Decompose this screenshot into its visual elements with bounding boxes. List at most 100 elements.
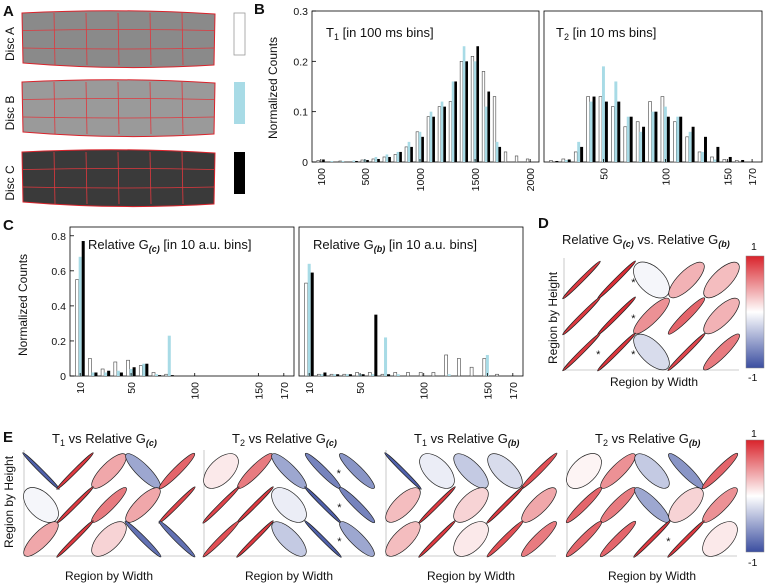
correlation-ellipse [521,521,557,557]
correlation-ellipse [566,453,602,489]
bar [307,263,311,376]
correlation-ellipse [565,486,603,524]
y-tick-label: 0 [60,371,66,383]
x-tick-label: 100 [419,382,431,400]
bar [728,156,732,162]
bar [387,374,391,376]
panel-c-ylabel: Normalized Counts [16,254,30,356]
bar [336,374,340,376]
bar [310,272,314,376]
disc-grid-line [85,81,88,135]
correlation-ellipse [453,521,489,557]
y-tick-label: 0.1 [293,107,308,119]
correlation-ellipse [271,521,307,557]
bar [361,374,365,376]
bar [663,106,667,162]
bar [396,374,400,376]
panel-e-colorbar [745,439,765,553]
bar [170,375,174,376]
significance-star: * [596,349,601,361]
bar [116,370,120,376]
disc-grid-line [53,12,56,66]
bar [598,96,603,163]
panel-a-letter: A [3,3,14,20]
bar [167,335,171,376]
ellipse-grid: * * * [202,450,376,558]
correlation-ellipse [703,261,740,299]
bar [380,373,385,377]
bar [611,106,615,163]
bar [623,126,628,163]
bar [704,136,707,162]
correlation-ellipse [600,487,636,523]
bar [132,367,136,376]
correlation-ellipse [384,452,422,490]
bar [676,116,680,162]
correlation-ellipse [23,521,59,557]
significance-star: * [337,536,342,548]
bar [355,160,358,162]
correlation-ellipse [124,520,162,558]
bar [457,358,461,377]
ellipse-grid: * * * * [562,258,740,372]
correlation-ellipse [634,487,670,523]
bar [462,46,466,162]
bar [432,116,435,162]
correlation-ellipse [338,486,376,524]
panel-d-grid: * * * * [562,258,740,372]
bar [100,368,105,377]
bar [323,372,327,376]
panel-d-colorbar-max: 1 [751,241,757,253]
correlation-ellipse [702,521,738,557]
correlation-ellipse [339,453,375,489]
bar [377,158,380,162]
disc-grid-line [53,81,56,135]
bar [722,159,727,163]
disc-grid-line [181,151,184,205]
x-tick-label: 170 [279,382,291,400]
bar [561,158,566,163]
correlation-ellipse [520,452,558,490]
bar [91,372,95,376]
disc-grid-line [85,151,88,205]
correlation-ellipse [271,453,307,489]
bar [604,101,608,162]
correlation-ellipse [125,487,161,523]
bar [469,366,474,377]
bar [333,374,337,376]
correlation-ellipse [56,452,94,490]
subplot-xlabel: Region by Width [65,569,153,583]
bar [366,159,369,162]
chart-b1: 0 0.1 0.2 0.3 100 500 1000 1500 2000 T1 [in 100 m… [293,6,540,191]
x-tick-label: 150 [722,168,734,186]
x-tick-label: 10 [304,382,316,394]
disc-grid-line [181,12,184,66]
correlation-ellipse [600,453,636,489]
correlation-ellipse [385,521,421,557]
panel-a: Disc A Disc B Disc C [3,10,246,208]
bar [371,374,375,376]
panel-e-ylabel: Region by Height [2,455,16,548]
bar [431,372,436,377]
bar [448,101,453,163]
correlation-ellipse [236,520,274,558]
correlation-ellipse [237,453,273,489]
bar [447,374,451,376]
bar [329,373,334,377]
panel-d-colorbar-min: -1 [748,372,757,384]
correlation-ellipse [236,486,274,524]
disc-label: Disc C [3,165,17,201]
y-tick-label: 0.2 [51,336,66,348]
correlation-ellipse [203,453,239,489]
bar [355,372,359,377]
bar [476,46,480,162]
disc-grid-line [22,29,215,31]
chart-c1: 0 0.2 0.4 0.6 0.8 10 50 100 150 170 Relative G(c) … [51,226,295,400]
bar [352,160,356,162]
bar [384,337,388,376]
correlation-ellipse [202,486,240,524]
bar [437,106,442,163]
chart-c2: 10 50 100 150 170 Relative G(b) [in 10 a.u. b… [298,226,524,400]
bar [567,159,571,162]
bar [710,156,714,163]
